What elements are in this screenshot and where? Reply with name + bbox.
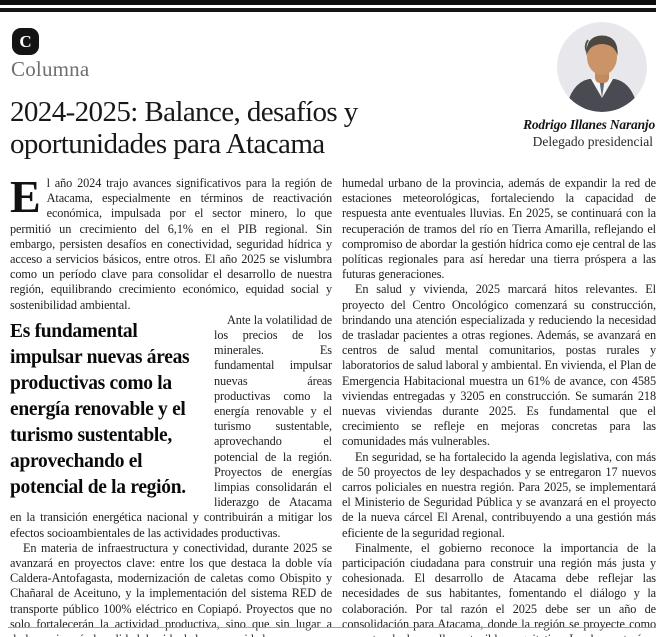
top-double-rule — [0, 0, 656, 12]
logo-letter: C — [19, 31, 32, 51]
paragraph-minerals: Ante la volatilidad de los precios de lo… — [10, 312, 332, 540]
right-column: humedal urbano de la provincia, además d… — [342, 176, 656, 637]
bottom-divider — [8, 627, 656, 628]
article-title: 2024-2025: Balance, desafíos y oportunid… — [10, 96, 358, 160]
author-portrait-icon — [557, 22, 647, 112]
columna-section-logo: C — [12, 28, 39, 55]
author-role: Delegado presidencial — [532, 134, 653, 149]
paragraph-closing: Finalmente, el gobierno reconoce la impo… — [342, 540, 656, 637]
author-name: Rodrigo Illanes Naranjo — [523, 117, 655, 132]
paragraph-health-housing: En salud y vivienda, 2025 marcará hitos … — [342, 282, 656, 449]
drop-cap: E — [10, 171, 41, 222]
top-rule-thin — [0, 8, 656, 12]
pull-quote: Es fundamental impulsar nuevas áreas pro… — [10, 320, 190, 498]
paragraph-security: En seguridad, se ha fortalecido la agend… — [342, 449, 656, 540]
author-photo — [557, 22, 647, 112]
top-rule-thick — [0, 0, 656, 5]
section-kicker: Columna — [11, 57, 90, 81]
paragraph-lead-text: l año 2024 trajo avances significativos … — [10, 176, 332, 312]
paragraph-wetland: humedal urbano de la provincia, además d… — [342, 176, 656, 282]
top-rule-gap — [0, 5, 656, 8]
paragraph-infrastructure: En materia de infraestructura y conectiv… — [10, 540, 332, 637]
